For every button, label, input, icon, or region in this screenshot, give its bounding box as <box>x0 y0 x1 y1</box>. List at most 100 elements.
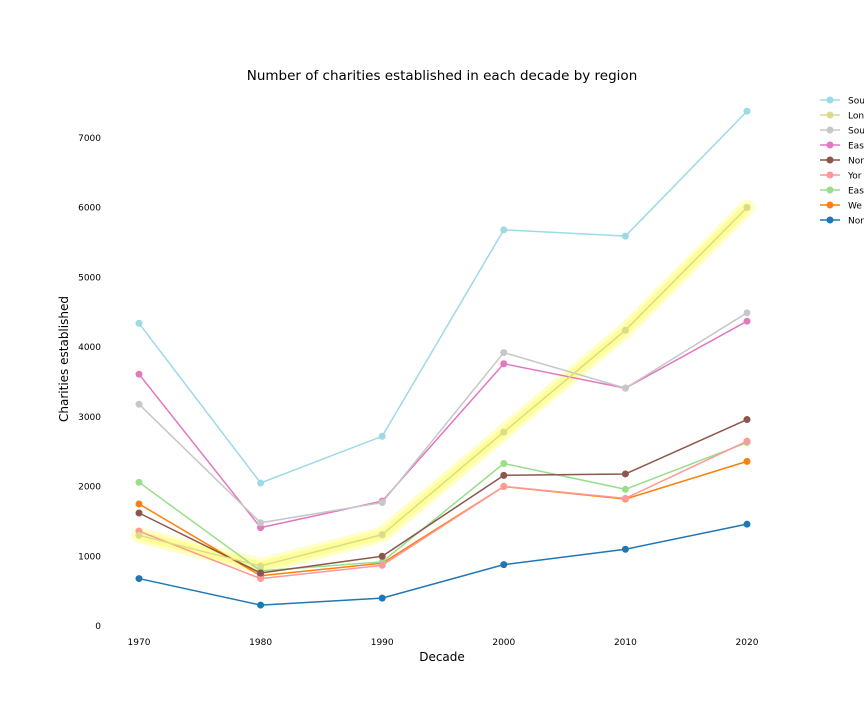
data-point <box>743 204 751 211</box>
x-tick-label: 2000 <box>492 638 515 648</box>
y-tick-label: 1000 <box>78 552 101 562</box>
data-point <box>257 524 265 532</box>
legend-label: Lon <box>848 112 864 122</box>
data-point <box>257 519 265 527</box>
legend-label: Eas <box>848 187 864 197</box>
legend-marker <box>826 201 834 209</box>
series-line <box>138 110 748 484</box>
legend-marker <box>826 186 834 194</box>
legend-label: Yor <box>847 172 862 182</box>
data-point <box>500 471 508 479</box>
series-line <box>138 320 748 529</box>
x-axis-ticks: 1970 1980 1990 2000 2010 2020 <box>128 638 759 648</box>
y-tick-label: 0 <box>95 622 101 632</box>
data-point <box>135 400 143 408</box>
y-axis-ticks: 0 1000 2000 3000 4000 5000 6000 7000 <box>78 134 101 632</box>
legend-marker <box>826 96 834 104</box>
y-tick-label: 6000 <box>78 204 101 214</box>
data-point <box>257 575 265 583</box>
data-point <box>135 531 143 539</box>
data-point <box>621 485 629 493</box>
legend-marker <box>826 111 834 119</box>
data-point <box>135 575 143 583</box>
y-tick-label: 2000 <box>78 483 101 493</box>
legend-label: Sou <box>848 127 864 137</box>
y-tick-label: 3000 <box>78 413 101 423</box>
legend-label: We <box>848 202 862 212</box>
y-axis-label: Charities established <box>57 296 71 422</box>
x-axis-label: Decade <box>419 650 465 664</box>
data-point <box>500 349 508 357</box>
data-point <box>257 601 265 609</box>
legend-item: Sou <box>820 96 864 107</box>
series-line <box>138 312 748 524</box>
series-6 <box>135 437 751 583</box>
data-point <box>135 509 143 517</box>
series-5 <box>135 416 751 577</box>
legend: Sou Lon Sou Eas Nor Yor Eas We Nor <box>820 96 864 227</box>
legend-label: Eas <box>848 142 864 152</box>
data-point <box>378 561 386 569</box>
legend-item: We <box>820 201 862 212</box>
series-line <box>138 441 748 572</box>
data-point <box>257 479 265 487</box>
legend-marker <box>826 141 834 149</box>
legend-item: Nor <box>820 156 864 167</box>
x-tick-label: 1980 <box>249 638 272 648</box>
data-point <box>621 545 629 553</box>
data-point <box>378 594 386 602</box>
data-point <box>743 416 751 424</box>
legend-label: Sou <box>848 97 864 107</box>
data-point <box>500 226 508 234</box>
data-point <box>621 384 629 392</box>
data-point <box>743 520 751 528</box>
data-point <box>257 562 265 570</box>
series-lines <box>135 107 751 609</box>
data-point <box>378 531 386 539</box>
x-tick-label: 1990 <box>371 638 394 648</box>
legend-marker <box>826 126 834 134</box>
data-point <box>621 232 629 240</box>
data-point <box>743 317 751 325</box>
data-point <box>500 360 508 368</box>
legend-item: Lon <box>820 111 864 122</box>
data-point <box>743 107 751 115</box>
data-point <box>621 470 629 478</box>
legend-label: Nor <box>848 157 864 167</box>
data-point <box>500 459 508 467</box>
series-2 <box>135 204 751 570</box>
y-tick-label: 7000 <box>78 134 101 144</box>
series-9 <box>135 520 751 609</box>
y-tick-label: 5000 <box>78 273 101 283</box>
series-1 <box>135 107 751 487</box>
data-point <box>257 569 265 577</box>
x-tick-label: 2010 <box>614 638 637 648</box>
series-line <box>138 440 748 580</box>
legend-marker <box>826 216 834 224</box>
legend-item: Eas <box>820 141 864 152</box>
legend-marker <box>826 156 834 164</box>
legend-item: Yor <box>820 171 862 182</box>
data-point <box>500 483 508 490</box>
data-point <box>135 500 143 508</box>
legend-label: Nor <box>848 217 864 227</box>
data-point <box>378 499 386 507</box>
legend-item: Sou <box>820 126 864 137</box>
legend-item: Eas <box>820 186 864 197</box>
legend-item: Nor <box>820 216 864 227</box>
data-point <box>135 319 143 327</box>
data-point <box>378 432 386 440</box>
series-line <box>138 523 748 606</box>
series-line <box>138 206 748 567</box>
y-tick-label: 4000 <box>78 343 101 353</box>
data-point <box>743 457 751 465</box>
data-point <box>378 552 386 560</box>
series-4 <box>135 317 751 532</box>
data-point <box>743 309 751 317</box>
chart-title: Number of charities established in each … <box>247 68 638 84</box>
data-point <box>621 326 629 334</box>
data-point <box>743 437 751 445</box>
x-tick-label: 2020 <box>736 638 759 648</box>
